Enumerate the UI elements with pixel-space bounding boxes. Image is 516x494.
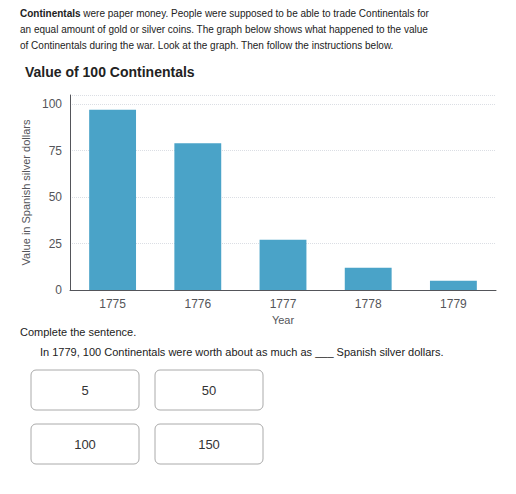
svg-text:1778: 1778 <box>355 297 382 311</box>
svg-text:100: 100 <box>74 437 96 452</box>
svg-text:50: 50 <box>49 190 63 204</box>
svg-text:Value of 100 Continentals: Value of 100 Continentals <box>25 64 195 80</box>
svg-text:Continentals: Continentals <box>20 8 81 19</box>
svg-text:75: 75 <box>49 144 63 158</box>
svg-text:0: 0 <box>55 283 62 297</box>
svg-text:1779: 1779 <box>440 297 467 311</box>
svg-text:25: 25 <box>49 237 63 251</box>
svg-text:of Continentals during the war: of Continentals during the war. Look at … <box>20 40 393 51</box>
svg-text:1775: 1775 <box>99 297 126 311</box>
svg-text:100: 100 <box>42 97 62 111</box>
svg-text:1777: 1777 <box>270 297 297 311</box>
svg-text:Year: Year <box>272 314 295 326</box>
svg-text:Complete the sentence.: Complete the sentence. <box>20 326 136 338</box>
svg-text:150: 150 <box>198 437 220 452</box>
svg-text:50: 50 <box>202 383 216 398</box>
svg-text:Value in Spanish silver dollar: Value in Spanish silver dollars <box>20 119 32 265</box>
svg-text:5: 5 <box>81 383 88 398</box>
svg-text:were paper money. People were: were paper money. People were supposed t… <box>81 8 430 19</box>
svg-text:an equal amount of gold or sil: an equal amount of gold or silver coins.… <box>20 24 428 35</box>
svg-text:1776: 1776 <box>184 297 211 311</box>
svg-text:In 1779, 100 Continentals were: In 1779, 100 Continentals were worth abo… <box>40 346 444 358</box>
